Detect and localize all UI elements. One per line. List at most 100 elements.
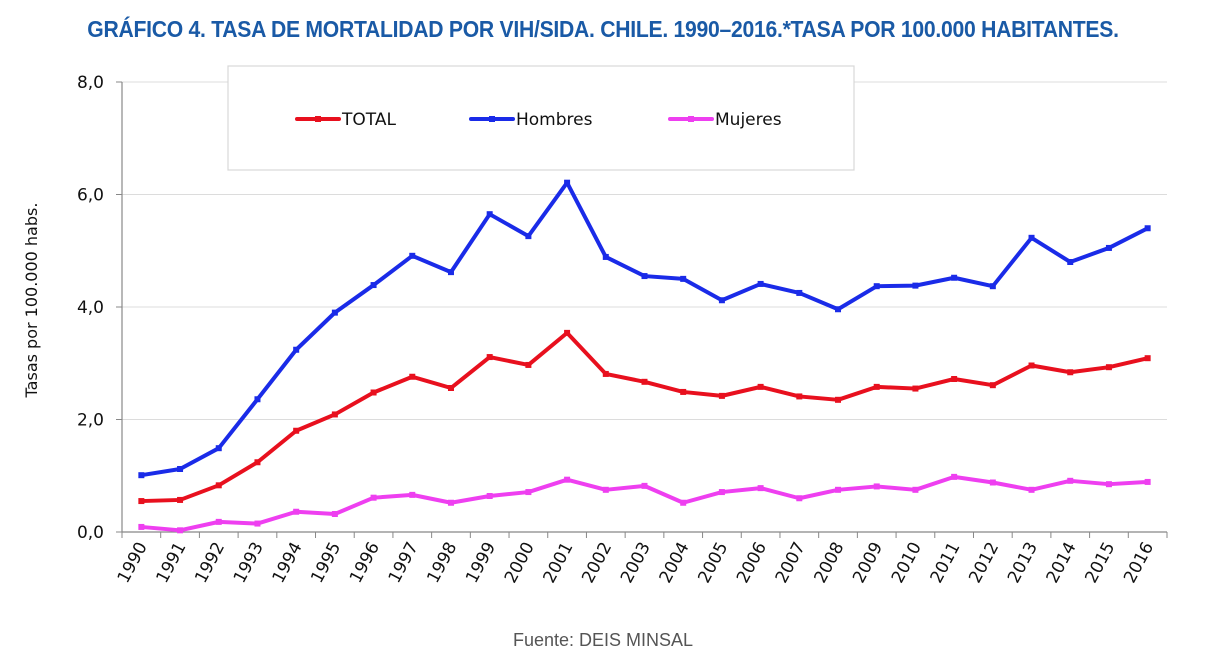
- data-point-total: [177, 496, 184, 503]
- data-point-mujeres: [680, 499, 687, 506]
- data-point-mujeres: [331, 511, 338, 517]
- data-point-hombres: [1067, 259, 1074, 265]
- data-point-total: [718, 392, 725, 399]
- data-point-hombres: [680, 275, 687, 282]
- data-point-mujeres: [835, 486, 842, 493]
- data-point-hombres: [486, 211, 493, 218]
- data-point-hombres: [1105, 244, 1112, 251]
- x-tick-label: 1994: [269, 539, 307, 587]
- data-point-mujeres: [951, 473, 958, 480]
- data-point-mujeres: [1067, 477, 1074, 484]
- data-point-total: [757, 383, 764, 390]
- y-axis-label: Tasas por 100.000 habs.: [22, 203, 41, 399]
- x-tick-label: 1998: [423, 539, 461, 587]
- data-point-hombres: [370, 282, 377, 289]
- data-point-mujeres: [602, 486, 609, 493]
- data-point-hombres: [757, 280, 764, 287]
- series-line-hombres: [139, 180, 1150, 478]
- x-tick-label: 1991: [152, 539, 190, 587]
- data-point-hombres: [989, 283, 996, 290]
- data-point-mujeres: [447, 499, 454, 506]
- data-point-mujeres: [138, 523, 145, 530]
- x-tick-label: 1993: [230, 539, 268, 587]
- x-tick-label: 2008: [810, 539, 848, 587]
- x-tick-label: 2010: [888, 539, 926, 587]
- data-point-total: [989, 382, 996, 389]
- data-point-total: [254, 459, 261, 466]
- data-point-total: [486, 354, 493, 361]
- y-tick-label: 4,0: [77, 298, 104, 318]
- source-note: Fuente: DEIS MINSAL: [512, 630, 694, 650]
- data-point-mujeres: [1028, 486, 1035, 493]
- data-point-total: [293, 427, 300, 434]
- chart-title: GRÁFICO 4. TASA DE MORTALIDAD POR VIH/SI…: [87, 16, 1119, 42]
- data-point-mujeres: [293, 508, 300, 515]
- x-tick-label: 2003: [617, 539, 655, 587]
- data-point-total: [873, 383, 880, 390]
- data-point-mujeres: [409, 491, 416, 498]
- data-point-hombres: [912, 282, 919, 289]
- legend-marker-mujeres: [688, 116, 694, 122]
- data-point-hombres: [835, 306, 842, 313]
- data-point-hombres: [1144, 225, 1151, 232]
- data-point-total: [409, 373, 416, 380]
- data-point-hombres: [796, 289, 803, 296]
- data-point-mujeres: [912, 486, 919, 493]
- y-tick-label: 0,0: [77, 523, 104, 543]
- data-point-hombres: [331, 309, 338, 316]
- data-point-hombres: [447, 269, 454, 276]
- legend-label-total: TOTAL: [341, 110, 396, 130]
- data-point-total: [912, 385, 919, 392]
- y-tick-label: 2,0: [77, 411, 104, 431]
- x-tick-label: 2007: [772, 539, 810, 587]
- data-point-hombres: [409, 252, 416, 259]
- data-point-mujeres: [177, 527, 184, 534]
- data-point-total: [1067, 369, 1074, 376]
- data-point-total: [215, 482, 222, 489]
- x-tick-label: 1992: [191, 539, 229, 587]
- data-point-total: [835, 396, 842, 403]
- x-tick-label: 1997: [385, 539, 423, 587]
- x-tick-label: 2006: [733, 539, 771, 587]
- x-tick-label: 1990: [114, 539, 152, 587]
- data-point-hombres: [641, 273, 648, 280]
- x-tick-label: 2000: [501, 539, 539, 587]
- data-point-total: [680, 388, 687, 395]
- data-point-hombres: [1028, 234, 1035, 241]
- series-lines: [138, 179, 1151, 534]
- data-point-hombres: [215, 445, 222, 452]
- data-point-mujeres: [796, 495, 803, 502]
- legend-label-mujeres: Mujeres: [715, 110, 782, 130]
- data-point-mujeres: [873, 483, 880, 490]
- data-point-hombres: [873, 283, 880, 290]
- y-tick-label: 6,0: [77, 186, 104, 206]
- data-point-total: [1028, 362, 1035, 369]
- legend-label-hombres: Hombres: [516, 110, 593, 130]
- legend-box: [227, 65, 855, 171]
- x-tick-label: 2002: [578, 539, 616, 587]
- x-tick-label: 2012: [965, 539, 1003, 587]
- data-point-hombres: [254, 396, 261, 403]
- legend-marker-total: [315, 116, 321, 122]
- data-point-mujeres: [989, 479, 996, 486]
- legend-marker-hombres: [489, 116, 495, 122]
- data-point-total: [1144, 355, 1151, 362]
- data-point-mujeres: [525, 489, 532, 496]
- data-point-hombres: [293, 346, 300, 353]
- x-tick-label: 1996: [346, 539, 384, 587]
- data-point-mujeres: [757, 485, 764, 492]
- data-point-total: [525, 361, 532, 368]
- y-tick-label: 8,0: [77, 73, 104, 93]
- data-point-mujeres: [718, 489, 725, 496]
- data-point-total: [602, 370, 609, 377]
- data-point-mujeres: [1144, 478, 1151, 485]
- data-point-mujeres: [564, 476, 571, 483]
- x-tick-label: 2013: [1004, 539, 1042, 587]
- data-point-total: [796, 393, 803, 400]
- x-tick-label: 1999: [462, 539, 500, 587]
- series-line-total: [139, 330, 1150, 504]
- data-point-total: [951, 376, 958, 382]
- x-tick-label: 2005: [694, 539, 732, 587]
- data-point-total: [564, 329, 571, 336]
